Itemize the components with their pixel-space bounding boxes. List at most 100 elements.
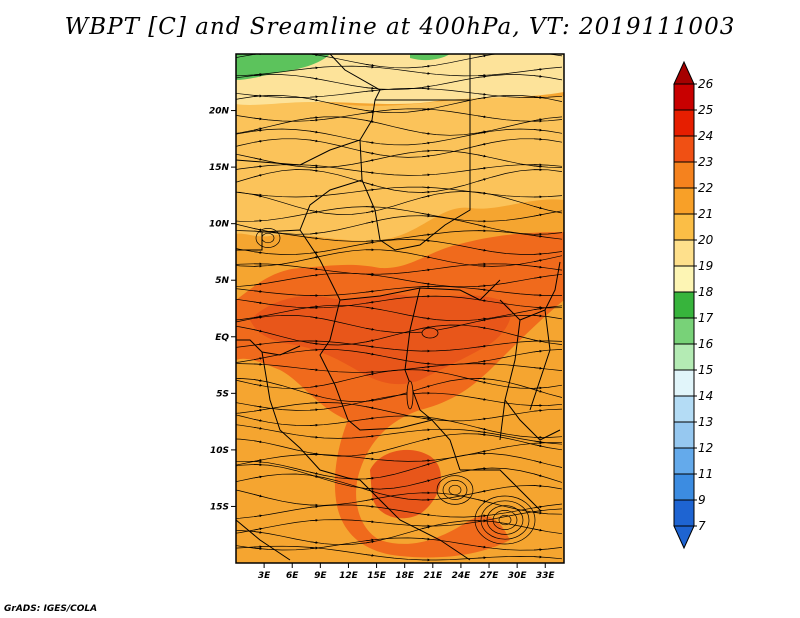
streamline-arrow bbox=[253, 194, 263, 198]
streamline-arrow bbox=[365, 352, 375, 356]
colorbar-label: 7 bbox=[698, 519, 706, 533]
streamline-arrow bbox=[421, 317, 431, 320]
streamline-arrow bbox=[477, 433, 487, 436]
country-border bbox=[236, 519, 291, 561]
streamline-arrow bbox=[533, 137, 543, 141]
colorbar-label: 13 bbox=[698, 415, 713, 429]
streamline-arrow bbox=[533, 213, 543, 217]
streamline-arrow bbox=[253, 530, 263, 534]
streamline-arrow bbox=[253, 117, 263, 121]
streamline-arrow bbox=[309, 541, 319, 544]
temperature-band-23 bbox=[250, 294, 511, 385]
streamline-arrow bbox=[253, 440, 263, 444]
streamline-arrow bbox=[365, 306, 375, 310]
streamline-arrow bbox=[309, 471, 319, 475]
streamline-arrow bbox=[365, 398, 375, 402]
streamline bbox=[236, 169, 563, 193]
streamline-arrow bbox=[253, 174, 263, 178]
streamline-arrow bbox=[365, 434, 375, 438]
streamline-arrow bbox=[421, 213, 431, 216]
streamline-arrow bbox=[421, 282, 431, 286]
streamline-arrow bbox=[309, 316, 319, 320]
longitude-axis: 3E 6E 9E 12E 15E 18E 21E 24E 27E 30E 33E bbox=[258, 563, 555, 581]
colorbar-segment bbox=[673, 83, 695, 111]
colorbar-segment bbox=[673, 187, 695, 215]
streamline-arrow bbox=[477, 450, 487, 453]
streamline-arrow bbox=[365, 457, 375, 461]
country-border bbox=[319, 299, 349, 421]
streamline-arrow bbox=[533, 366, 543, 370]
streamline-arrow bbox=[421, 268, 431, 272]
streamline-arrow bbox=[309, 139, 319, 143]
colorbar-segment bbox=[673, 447, 695, 475]
streamline-arrow bbox=[253, 494, 263, 498]
streamline-arrow bbox=[253, 379, 263, 382]
streamline bbox=[236, 239, 563, 255]
streamline-arrow bbox=[477, 397, 487, 401]
streamline-arrow bbox=[365, 520, 375, 524]
streamline-arrow bbox=[533, 252, 543, 256]
streamline-arrow bbox=[421, 369, 431, 373]
latitude-axis: 20N 15N 10N 5N EQ 5S 10S 15S bbox=[209, 107, 236, 512]
streamline-arrow bbox=[365, 339, 375, 343]
colorbar-label: 22 bbox=[698, 181, 713, 195]
streamline-arrow bbox=[365, 171, 375, 175]
colorbar-label: 11 bbox=[698, 467, 713, 481]
streamline-arrow bbox=[477, 489, 487, 493]
colorbar-label: 26 bbox=[698, 77, 714, 91]
streamline-arrow bbox=[421, 194, 431, 198]
streamline-arrow bbox=[421, 385, 431, 389]
streamline-arrow bbox=[309, 368, 319, 372]
streamline-arrow bbox=[253, 357, 263, 361]
streamline-arrow bbox=[421, 72, 431, 75]
country-border bbox=[299, 179, 363, 231]
streamline-swirl bbox=[255, 228, 281, 248]
streamline-arrow bbox=[477, 191, 487, 195]
streamline-arrow bbox=[365, 241, 375, 244]
streamline-arrow bbox=[421, 525, 431, 530]
streamline-arrow bbox=[365, 553, 375, 557]
streamline bbox=[236, 286, 563, 296]
streamline-arrow bbox=[421, 437, 431, 441]
streamline bbox=[236, 520, 563, 546]
streamline-arrow bbox=[421, 141, 431, 145]
country-border bbox=[347, 419, 461, 471]
country-border bbox=[404, 287, 433, 421]
streamline-arrow bbox=[309, 210, 319, 214]
streamline-arrow bbox=[365, 416, 375, 420]
streamline bbox=[236, 545, 563, 561]
colorbar-segment bbox=[673, 109, 695, 137]
streamline bbox=[236, 453, 563, 480]
streamline-arrow bbox=[365, 345, 375, 349]
streamline-arrow bbox=[253, 228, 263, 232]
streamline-arrow bbox=[365, 505, 375, 508]
streamline-arrow bbox=[309, 435, 319, 439]
streamline bbox=[236, 442, 563, 466]
streamline-arrow bbox=[533, 409, 543, 412]
streamline-arrow bbox=[477, 166, 487, 170]
streamline-arrow bbox=[365, 159, 375, 162]
streamline-arrow bbox=[309, 474, 319, 478]
streamline-arrow bbox=[533, 509, 543, 513]
streamline-arrow bbox=[533, 265, 543, 269]
colorbar-segment bbox=[673, 291, 695, 319]
country-border bbox=[519, 261, 561, 321]
streamline-arrow bbox=[309, 408, 319, 412]
streamline-arrow bbox=[477, 417, 487, 421]
streamline-arrow bbox=[477, 288, 487, 292]
streamline-arrow bbox=[365, 538, 375, 542]
country-border bbox=[460, 469, 541, 511]
streamline-arrow bbox=[421, 365, 431, 369]
streamline-arrow bbox=[533, 275, 543, 279]
lat-tick-label: 20N bbox=[209, 107, 230, 117]
streamline-arrow bbox=[253, 405, 263, 409]
streamline-arrow bbox=[477, 224, 487, 228]
streamline-arrow bbox=[365, 540, 375, 544]
colorbar-label: 21 bbox=[698, 207, 713, 221]
streamline bbox=[236, 164, 563, 176]
streamline bbox=[236, 206, 563, 222]
streamline-arrow bbox=[309, 546, 319, 550]
streamline-arrow bbox=[477, 248, 487, 252]
streamline-arrow bbox=[253, 157, 263, 161]
country-border bbox=[504, 399, 561, 441]
